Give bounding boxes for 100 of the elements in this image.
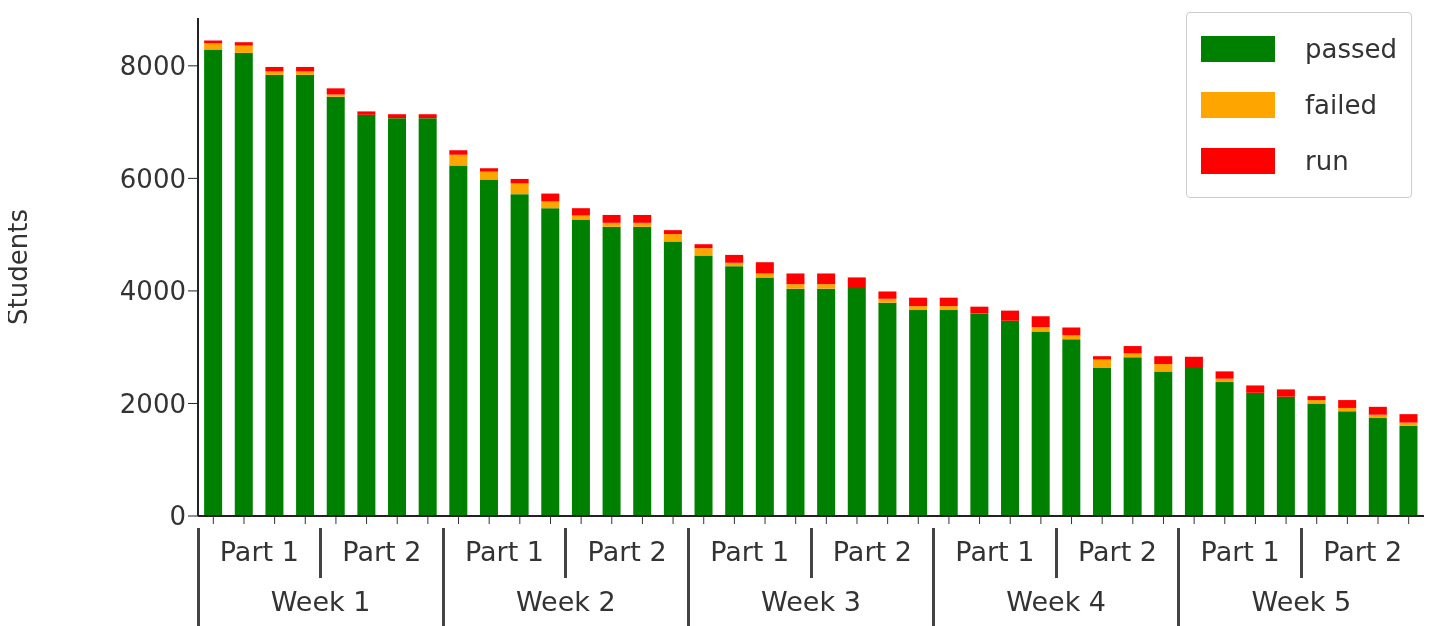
bar (817, 273, 836, 285)
bar (1092, 359, 1111, 369)
legend-label: run (1304, 146, 1349, 176)
bar (909, 297, 928, 307)
bar (1092, 368, 1111, 516)
y-tick-label: 6000 (119, 163, 186, 194)
bar (357, 111, 376, 115)
bar (970, 313, 989, 516)
bar (663, 230, 682, 235)
bar (663, 234, 682, 242)
bar (755, 262, 774, 274)
bar (418, 114, 437, 119)
bar (1001, 320, 1020, 516)
bar (449, 150, 468, 155)
text: Part 2 (831, 536, 913, 567)
text: Part 2 (1076, 536, 1158, 567)
bar (755, 273, 774, 278)
bar (1215, 382, 1234, 516)
y-tick-label: 2000 (119, 388, 186, 419)
bar (633, 226, 652, 516)
text: Week 4 (1005, 586, 1108, 617)
bar (1215, 371, 1234, 379)
text: Week 2 (514, 586, 617, 617)
bar (204, 49, 223, 516)
bar (388, 118, 407, 516)
bar (1276, 396, 1295, 516)
bar (1154, 356, 1173, 365)
bar (1123, 346, 1142, 354)
bar (265, 74, 284, 516)
text: Part 2 (341, 536, 423, 567)
bar (1338, 411, 1357, 516)
text: Part 1 (463, 536, 545, 567)
bar (939, 306, 958, 311)
bar (510, 183, 529, 195)
bar (1246, 392, 1265, 516)
bar (326, 96, 345, 516)
bar (663, 241, 682, 516)
bar (1092, 356, 1111, 360)
bar (1062, 339, 1081, 516)
bar (1031, 316, 1050, 327)
bar (296, 71, 315, 75)
bar (602, 214, 621, 223)
bar (571, 208, 590, 216)
text: Week 5 (1250, 586, 1353, 617)
bar (817, 284, 836, 289)
bar (449, 154, 468, 166)
bar (1001, 310, 1020, 321)
bar (449, 165, 468, 516)
bar (1368, 418, 1387, 516)
bar (541, 208, 560, 516)
bar (234, 45, 253, 53)
bar (847, 288, 866, 516)
bar (1154, 371, 1173, 516)
y-tick-label: 4000 (119, 276, 186, 307)
bar (725, 266, 744, 516)
text: Part 1 (1199, 536, 1281, 567)
bar (694, 248, 713, 256)
legend-label: passed (1304, 34, 1397, 64)
bar (1399, 425, 1418, 516)
text: Part 2 (1322, 536, 1404, 567)
bar (234, 52, 253, 516)
bar (633, 214, 652, 223)
bar (1338, 400, 1357, 408)
bar (204, 43, 223, 50)
text: Part 2 (586, 536, 668, 567)
text: Part 1 (709, 536, 791, 567)
bar (817, 288, 836, 516)
bar (1246, 385, 1265, 393)
bar (479, 168, 498, 172)
y-tick-label: 8000 (119, 51, 186, 82)
bar (1184, 356, 1203, 369)
y-axis-title: Students (3, 209, 34, 325)
bar (878, 298, 897, 303)
bar (633, 222, 652, 227)
bar (694, 255, 713, 516)
bar (1062, 335, 1081, 340)
text: Part 1 (218, 536, 300, 567)
bar (296, 74, 315, 516)
bar (939, 297, 958, 307)
bar (1399, 414, 1418, 423)
bar (939, 310, 958, 516)
bar (510, 194, 529, 516)
bar (602, 222, 621, 227)
text: Week 3 (760, 586, 862, 617)
bar (909, 306, 928, 311)
bar (755, 277, 774, 516)
bar (571, 219, 590, 516)
bar (418, 118, 437, 516)
bar (1276, 389, 1295, 397)
bar (1184, 368, 1203, 516)
bar (388, 114, 407, 119)
bar (1307, 396, 1326, 401)
bar (357, 114, 376, 516)
bar (1123, 357, 1142, 516)
bar (541, 201, 560, 209)
bar (1031, 331, 1050, 516)
bar (234, 42, 253, 46)
legend-label: failed (1304, 90, 1378, 120)
bar (1123, 353, 1142, 358)
bar (326, 88, 345, 95)
